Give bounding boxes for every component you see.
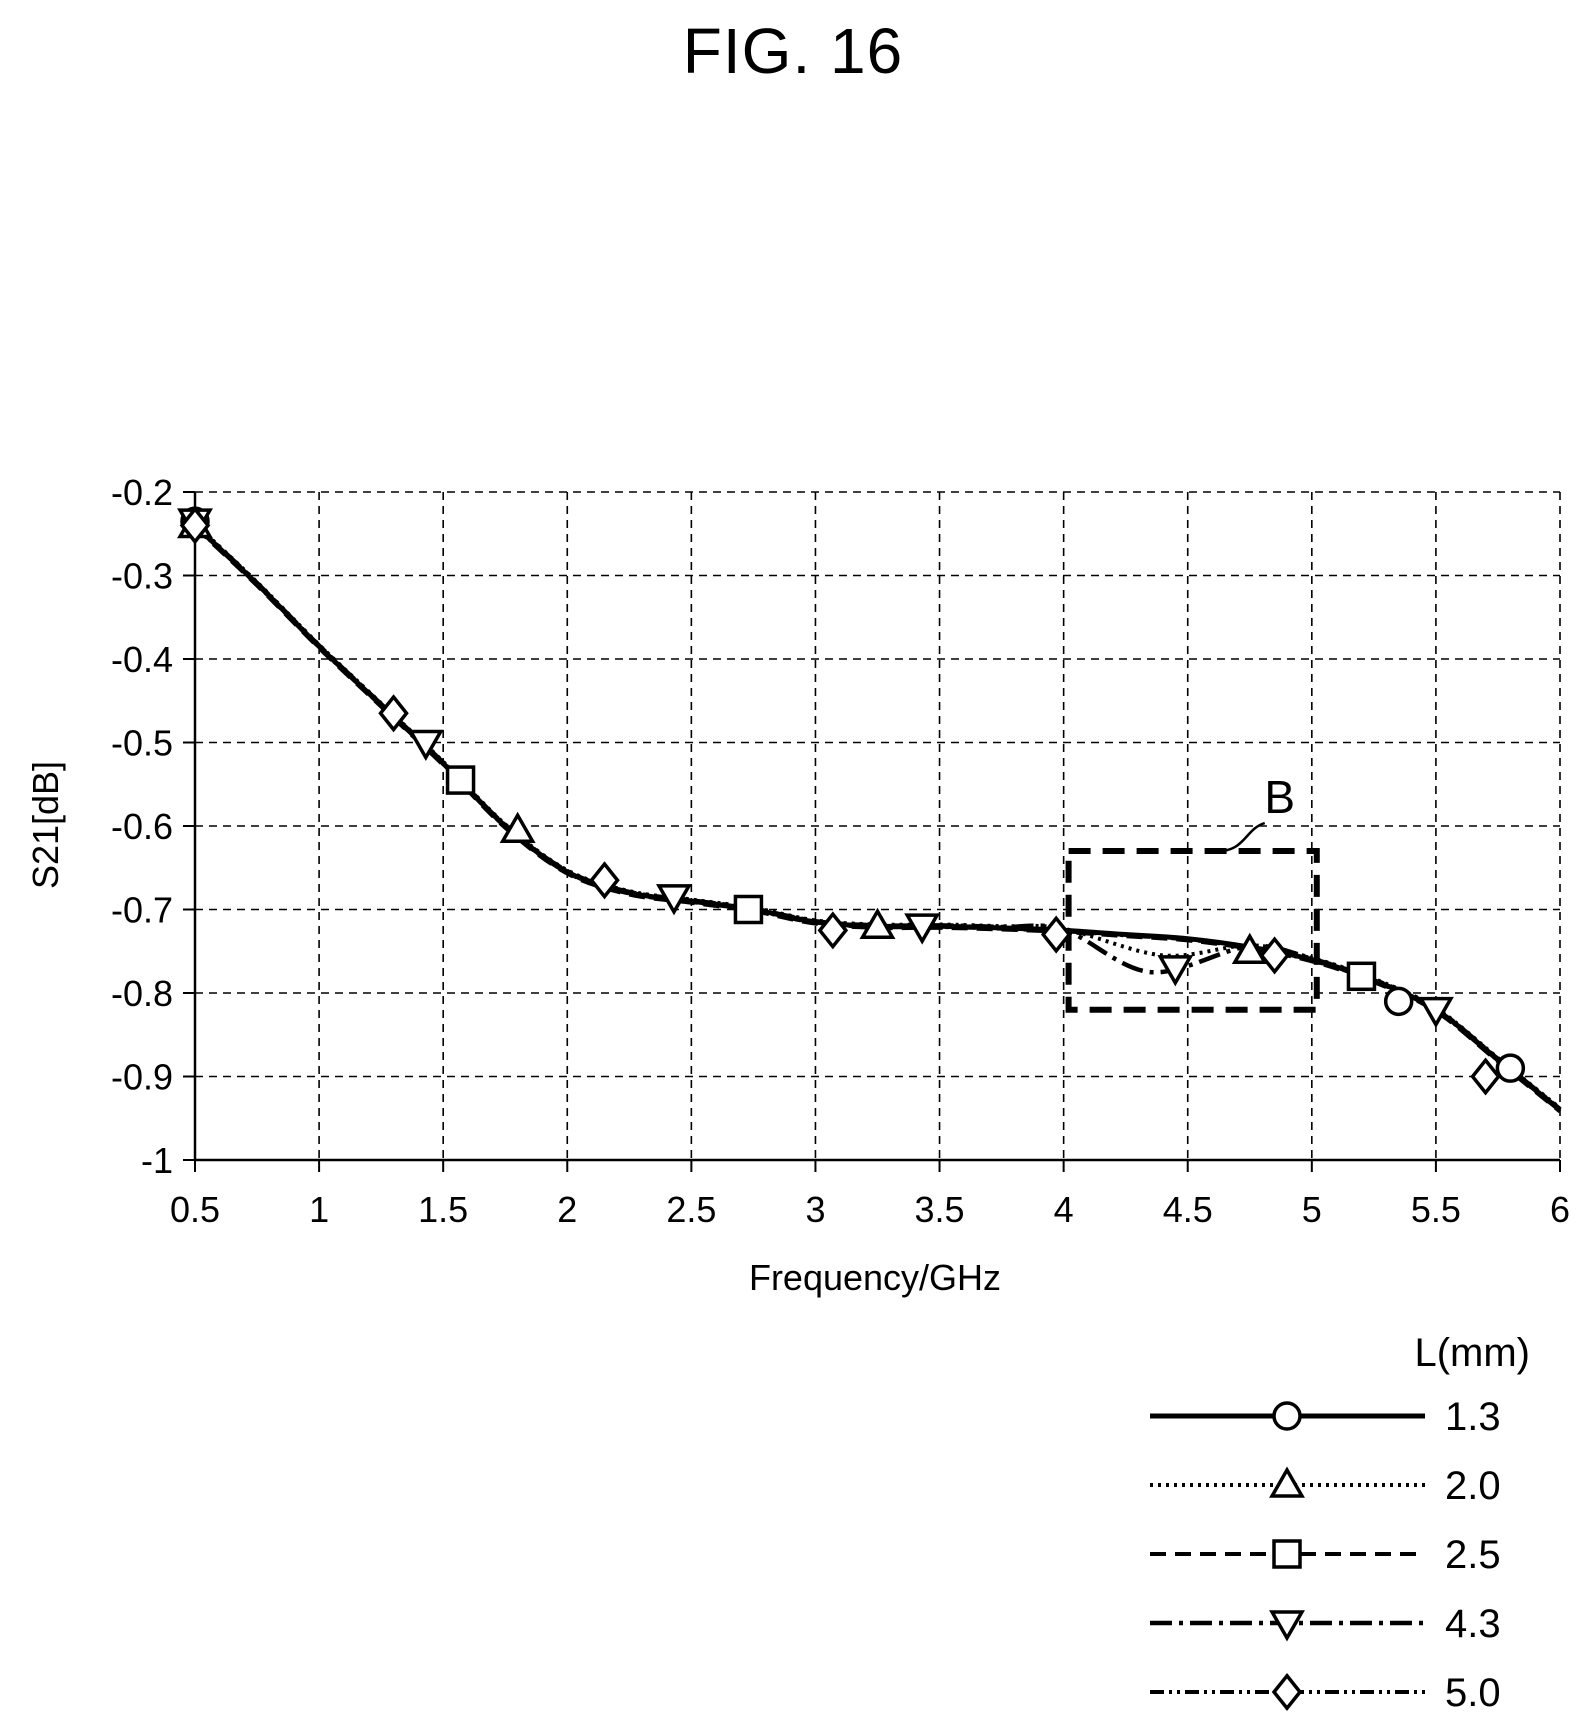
marker-4.3-3 [904,913,941,945]
marker-2.0-2 [859,907,896,939]
y-axis-label: S21[dB] [25,761,66,889]
series-line-5.0 [193,524,1562,1113]
x-tick-labels: 0.5 1 1.5 2 2.5 3 3.5 4 4.5 5 5.5 6 [170,1189,1570,1230]
series-line-1.3 [193,523,1562,1112]
marker-5.0-3 [817,911,849,950]
y-tick-label-4: -0.6 [111,806,173,847]
series-lines [193,522,1562,1114]
legend-marker-1.3 [1272,1401,1302,1431]
legend-marker-5.0 [1271,1672,1303,1712]
x-tick-label-10: 5.5 [1411,1189,1461,1230]
legend-marker-4.3 [1269,1610,1305,1642]
x-tick-label-7: 4 [1054,1189,1074,1230]
y-tick-label-5: -0.7 [111,890,173,931]
callout-leader [1214,821,1266,853]
x-tick-label-4: 2.5 [666,1189,716,1230]
marker-4.3-2 [656,884,692,916]
legend: L(mm) 1.3 2.0 2.5 4.3 5.0 [1150,1331,1530,1715]
y-tick-label-0: -0.2 [111,472,173,513]
legend-label-2.5: 2.5 [1445,1533,1501,1577]
x-axis-label: Frequency/GHz [749,1257,1001,1298]
series-line-2.5 [193,525,1562,1114]
legend-label-2.0: 2.0 [1445,1464,1501,1508]
x-tick-label-1: 1 [309,1189,329,1230]
legend-title: L(mm) [1414,1331,1530,1375]
marker-2.0-1 [499,811,536,843]
plot-frame [183,491,1561,1172]
marker-2.5-2 [1346,961,1377,992]
y-tick-label-3: -0.5 [111,723,173,764]
marker-4.3-5 [1417,996,1454,1029]
x-tick-label-8: 4.5 [1163,1189,1213,1230]
legend-marker-2.0 [1269,1466,1305,1498]
figure-title: FIG. 16 [682,15,904,87]
marker-2.5-1 [733,894,764,925]
x-tick-label-5: 3 [805,1189,825,1230]
y-tick-labels: -0.2 -0.3 -0.4 -0.5 -0.6 -0.7 -0.8 -0.9 -1 [111,472,173,1181]
y-tick-label-8: -1 [141,1140,173,1181]
marker-5.0-5 [1259,936,1290,975]
series-line-4.3 [193,522,1562,1111]
y-tick-label-2: -0.4 [111,639,173,680]
y-tick-label-7: -0.9 [111,1057,173,1098]
legend-label-5.0: 5.0 [1445,1671,1501,1715]
y-tick-label-6: -0.8 [111,973,173,1014]
chart-grid [194,491,1561,1161]
x-tick-label-2: 1.5 [418,1189,468,1230]
marker-1.3-2 [1495,1053,1526,1083]
legend-label-1.3: 1.3 [1445,1395,1501,1439]
x-tick-label-9: 5 [1302,1189,1322,1230]
marker-5.0-4 [1040,915,1072,954]
x-tick-label-0: 0.5 [170,1189,220,1230]
series-markers [177,506,1526,1096]
marker-5.0-0 [179,506,211,545]
y-tick-label-1: -0.3 [111,556,173,597]
x-tick-label-11: 6 [1550,1189,1570,1230]
marker-4.3-1 [407,729,444,761]
marker-5.0-2 [589,861,620,900]
marker-1.3-1 [1383,986,1414,1017]
marker-5.0-1 [378,694,409,733]
marker-4.3-4 [1157,955,1194,987]
callout-b: B [1065,771,1320,1013]
x-tick-label-6: 3.5 [915,1189,965,1230]
legend-label-4.3: 4.3 [1445,1602,1501,1646]
x-tick-label-3: 2 [557,1189,577,1230]
marker-5.0-6 [1470,1057,1501,1096]
series-line-2.0 [193,522,1562,1110]
callout-box [1065,848,1320,1013]
marker-2.5-0 [445,765,476,795]
callout-label: B [1264,771,1295,823]
marker-2.0-3 [1231,932,1268,965]
legend-marker-2.5 [1272,1539,1302,1569]
